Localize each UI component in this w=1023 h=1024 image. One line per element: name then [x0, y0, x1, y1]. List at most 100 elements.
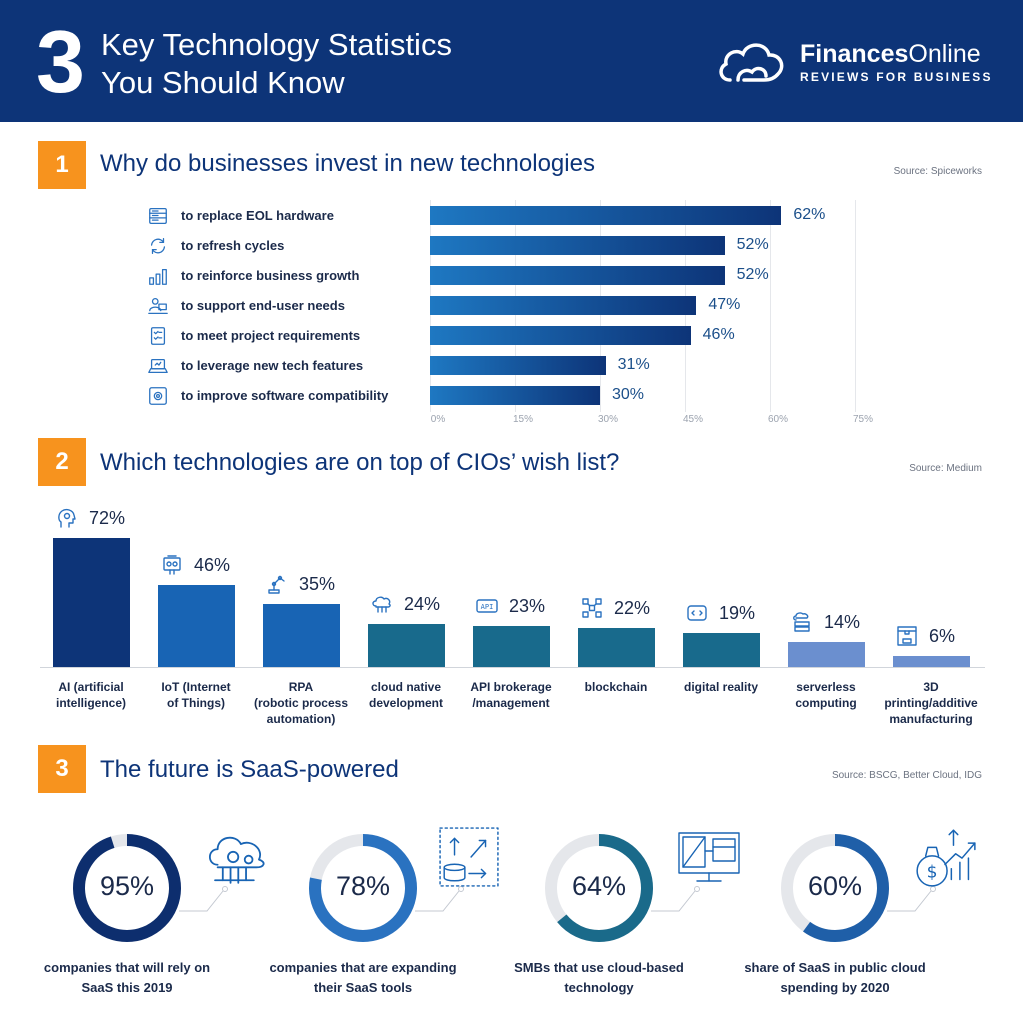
label-line: (robotic process	[253, 696, 349, 710]
label-line: digital reality	[683, 680, 759, 694]
bar-value-label: 6%	[929, 626, 956, 647]
brand-tagline: REVIEWS FOR BUSINESS	[800, 70, 993, 84]
chart-row: to meet project requirements	[147, 325, 867, 347]
bar-value-label: 14%	[824, 611, 861, 632]
donut-value-label: 78%	[335, 871, 391, 901]
chart-baseline	[40, 667, 985, 668]
monitor-layout-icon	[675, 826, 743, 893]
section-3-badge: 3	[38, 745, 86, 793]
bar	[368, 624, 445, 667]
x-category-label: serverless computing	[771, 679, 881, 711]
donut-chart	[307, 832, 419, 944]
x-tick-label: 0%	[430, 414, 446, 425]
donut-svg	[545, 834, 653, 942]
section-1-badge: 1	[38, 141, 86, 189]
connector-line	[651, 886, 700, 912]
x-category-label: digital reality	[666, 679, 776, 695]
vr-headset-icon	[685, 601, 709, 625]
api-icon: API	[475, 594, 499, 618]
donut-arc	[309, 834, 417, 942]
label-line: computing	[795, 696, 857, 710]
bar-value-label: 35%	[299, 574, 336, 595]
caption-line: SMBs that use cloud-based	[514, 960, 684, 975]
bar	[430, 326, 691, 345]
bar-label: to support end-user needs	[181, 298, 345, 313]
bar-value-label: 23%	[509, 595, 546, 616]
label-line: 3D printing/additive	[884, 680, 978, 710]
chart-row: to replace EOL hardware	[147, 205, 867, 227]
x-tick-label: 75%	[852, 414, 873, 425]
database-arrows-icon	[437, 826, 501, 893]
bar-label: to reinforce business growth	[181, 268, 360, 283]
donut-arc	[545, 834, 653, 942]
connector-line	[415, 886, 464, 912]
donut-value-label: 60%	[807, 871, 863, 901]
server-cloud-icon	[790, 610, 814, 634]
donut-svg	[781, 834, 889, 942]
section-1-source: Source: Spiceworks	[893, 166, 982, 177]
money-growth-icon: $	[912, 826, 980, 893]
3d-printer-icon	[895, 624, 919, 648]
bar-value-label: 72%	[89, 508, 126, 528]
cloud-gear-icon	[204, 826, 270, 893]
caption-line: companies that are expanding	[269, 960, 457, 975]
x-category-label: blockchain	[561, 679, 671, 695]
svg-text:$: $	[927, 862, 938, 882]
label-line: blockchain	[584, 680, 648, 694]
donut-value-label: 64%	[571, 871, 627, 901]
section-3-source: Source: BSCG, Better Cloud, IDG	[831, 770, 982, 781]
page-title: Key Technology Statistics You Should Kno…	[101, 26, 452, 102]
x-tick-label: 30%	[597, 414, 618, 425]
x-category-label: cloud native development	[351, 679, 461, 711]
section-2-source: Source: Medium	[909, 463, 982, 474]
x-tick-label: 60%	[767, 414, 788, 425]
caption-line: share of SaaS in public cloud	[744, 960, 926, 975]
bar-value-label: 30%	[612, 386, 645, 403]
bar-value-label: 62%	[793, 206, 826, 223]
checklist-icon	[147, 325, 169, 347]
x-category-label: RPA (robotic process automation)	[246, 679, 356, 727]
bar	[578, 627, 655, 667]
bar	[430, 296, 697, 315]
bar	[53, 538, 130, 667]
brand-logo[interactable]: FinancesOnline REVIEWS FOR BUSINESS	[716, 38, 996, 88]
bar-value-label: 52%	[736, 236, 769, 253]
grid-line	[770, 200, 771, 412]
section-3-title: The future is SaaS-powered	[100, 756, 399, 783]
donut-arc	[73, 834, 181, 942]
label-line: cloud native	[370, 680, 441, 694]
x-tick-label: 15%	[512, 414, 533, 425]
server-icon	[147, 205, 169, 227]
laptop-icon	[147, 355, 169, 377]
label-line: IoT (Internet	[161, 680, 231, 694]
user-desk-icon	[147, 295, 169, 317]
connector-line	[179, 886, 228, 912]
caption-line: their SaaS tools	[313, 980, 413, 995]
bar-label: to refresh cycles	[181, 238, 285, 253]
title-line-2: You Should Know	[101, 65, 345, 100]
ai-head-icon	[55, 506, 79, 530]
donut-chart	[543, 832, 655, 944]
bar	[473, 625, 550, 667]
x-category-label: API brokerage/management	[456, 679, 566, 711]
gear-settings-icon	[147, 385, 169, 407]
label-line: /management	[472, 696, 550, 710]
bar-label: to meet project requirements	[181, 328, 361, 343]
donut-caption: companies that are expanding their SaaS t…	[253, 958, 473, 998]
donut-svg	[73, 834, 181, 942]
cloud-network-icon	[370, 592, 394, 616]
chart-row: to refresh cycles	[147, 235, 867, 257]
donut-chart	[779, 832, 891, 944]
caption-line: SaaS this 2019	[81, 980, 173, 995]
bar-value-label: 31%	[617, 356, 650, 373]
donut-caption: share of SaaS in public cloud spending by…	[725, 958, 945, 998]
grid-line	[855, 200, 856, 412]
bar	[788, 641, 865, 667]
bar-value-label: 46%	[194, 554, 231, 575]
label-line: RPA	[288, 680, 314, 694]
bar-value-label: 22%	[614, 597, 651, 618]
bar-label: to improve software compatibility	[181, 388, 389, 403]
bar-value-label: 19%	[719, 602, 756, 623]
blockchain-icon	[580, 596, 604, 620]
brand-name: FinancesOnline	[800, 40, 981, 68]
